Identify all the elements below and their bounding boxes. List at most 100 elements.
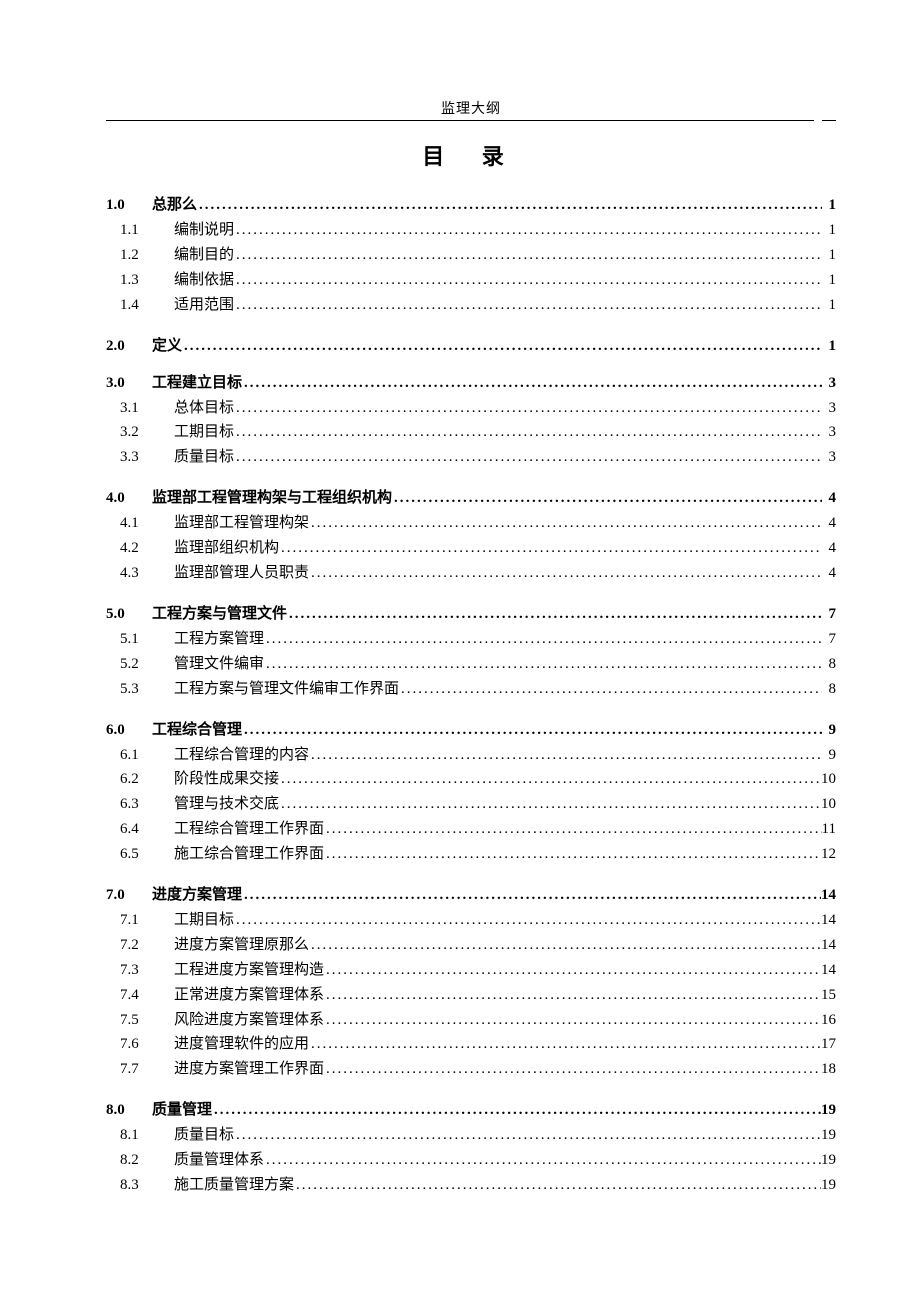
toc-sub-label: 进度方案管理原那么 xyxy=(174,933,309,958)
toc-section-label: 工程建立目标 xyxy=(152,371,242,392)
toc-sub-row: 1.4适用范围.................................… xyxy=(120,293,836,318)
toc-section-label: 监理部工程管理构架与工程组织机构 xyxy=(152,486,392,507)
toc-sub-page: 1 xyxy=(822,268,836,293)
toc-sub-page: 12 xyxy=(821,842,836,867)
toc-sub-number: 7.6 xyxy=(120,1032,174,1057)
toc-leader: ........................................… xyxy=(234,908,821,933)
toc-sub-page: 11 xyxy=(822,817,836,842)
toc-leader: ........................................… xyxy=(234,420,822,445)
toc-sub-row: 8.1质量目标.................................… xyxy=(120,1123,836,1148)
toc-sub-label: 质量管理体系 xyxy=(174,1148,264,1173)
toc-section-number: 4.0 xyxy=(106,490,152,507)
toc-sub-page: 14 xyxy=(821,958,836,983)
toc-section-row: 6.0工程综合管理...............................… xyxy=(106,718,836,739)
toc-leader: ........................................… xyxy=(279,792,821,817)
toc-leader: ........................................… xyxy=(264,652,822,677)
toc-leader: ........................................… xyxy=(287,606,822,623)
toc-sub-row: 7.6进度管理软件的应用............................… xyxy=(120,1032,836,1057)
toc-section-row: 2.0定义...................................… xyxy=(106,334,836,355)
toc-section-page: 4 xyxy=(822,490,836,507)
toc-leader: ........................................… xyxy=(309,511,822,536)
toc-sub-row: 7.4正常进度方案管理体系...........................… xyxy=(120,983,836,1008)
toc-section-row: 4.0监理部工程管理构架与工程组织机构.....................… xyxy=(106,486,836,507)
toc-sub-label: 监理部管理人员职责 xyxy=(174,561,309,586)
toc-sub-page: 1 xyxy=(822,293,836,318)
toc-sub-number: 4.3 xyxy=(120,561,174,586)
toc-sub-number: 6.4 xyxy=(120,817,174,842)
toc-sub-row: 1.2编制目的.................................… xyxy=(120,243,836,268)
toc-leader: ........................................… xyxy=(242,722,822,739)
toc-sub-row: 8.2质量管理体系...............................… xyxy=(120,1148,836,1173)
toc-sub-row: 6.5施工综合管理工作界面...........................… xyxy=(120,842,836,867)
toc-sub-page: 19 xyxy=(821,1148,836,1173)
toc-leader: ........................................… xyxy=(399,677,822,702)
toc-sub-page: 10 xyxy=(821,767,836,792)
toc-section-row: 7.0进度方案管理...............................… xyxy=(106,883,836,904)
toc-sub-label: 总体目标 xyxy=(174,396,234,421)
toc-sub-label: 工程方案与管理文件编审工作界面 xyxy=(174,677,399,702)
toc-leader: ........................................… xyxy=(234,293,822,318)
toc-sub-number: 7.1 xyxy=(120,908,174,933)
toc-leader: ........................................… xyxy=(324,1008,821,1033)
toc-section-number: 5.0 xyxy=(106,606,152,623)
toc-sub-number: 5.1 xyxy=(120,627,174,652)
toc-section-page: 1 xyxy=(822,338,836,355)
toc-sub-page: 10 xyxy=(821,792,836,817)
toc-sub-label: 工程综合管理工作界面 xyxy=(174,817,324,842)
toc-leader: ........................................… xyxy=(324,817,822,842)
toc-sub-page: 15 xyxy=(821,983,836,1008)
toc-sub-number: 8.1 xyxy=(120,1123,174,1148)
toc-sub-row: 6.1工程综合管理的内容............................… xyxy=(120,743,836,768)
toc-sub-label: 质量目标 xyxy=(174,1123,234,1148)
toc-leader: ........................................… xyxy=(264,627,822,652)
toc-sub-page: 1 xyxy=(822,243,836,268)
toc-sub-number: 7.7 xyxy=(120,1057,174,1082)
toc-sub-row: 1.3编制依据.................................… xyxy=(120,268,836,293)
toc-sub-page: 3 xyxy=(822,396,836,421)
toc-leader: ........................................… xyxy=(324,1057,821,1082)
toc-sub-page: 3 xyxy=(822,420,836,445)
toc-sub-label: 施工综合管理工作界面 xyxy=(174,842,324,867)
header-title: 监理大纲 xyxy=(106,98,836,118)
toc-sub-number: 1.1 xyxy=(120,218,174,243)
toc-leader: ........................................… xyxy=(309,1032,821,1057)
toc-section-label: 工程方案与管理文件 xyxy=(152,602,287,623)
toc-sub-row: 4.1监理部工程管理构架............................… xyxy=(120,511,836,536)
toc-sub-row: 6.3管理与技术交底..............................… xyxy=(120,792,836,817)
toc-leader: ........................................… xyxy=(309,933,821,958)
toc-section-label: 进度方案管理 xyxy=(152,883,242,904)
toc-sub-label: 工期目标 xyxy=(174,908,234,933)
toc-sub-page: 1 xyxy=(822,218,836,243)
toc-sub-label: 质量目标 xyxy=(174,445,234,470)
toc-sub-number: 4.1 xyxy=(120,511,174,536)
toc-sub-row: 7.2进度方案管理原那么............................… xyxy=(120,933,836,958)
toc-sub-number: 3.2 xyxy=(120,420,174,445)
toc-sub-number: 1.3 xyxy=(120,268,174,293)
toc-sub-row: 3.2工期目标.................................… xyxy=(120,420,836,445)
toc-sub-label: 施工质量管理方案 xyxy=(174,1173,294,1198)
toc-sub-number: 3.3 xyxy=(120,445,174,470)
toc-sub-label: 管理文件编审 xyxy=(174,652,264,677)
toc-sub-label: 适用范围 xyxy=(174,293,234,318)
toc-sub-page: 7 xyxy=(822,627,836,652)
toc-sub-page: 19 xyxy=(821,1173,836,1198)
toc-sub-number: 7.4 xyxy=(120,983,174,1008)
toc-sub-number: 4.2 xyxy=(120,536,174,561)
toc-sub-label: 工期目标 xyxy=(174,420,234,445)
toc-sub-number: 7.2 xyxy=(120,933,174,958)
toc-sub-row: 5.3工程方案与管理文件编审工作界面......................… xyxy=(120,677,836,702)
document-page: 监理大纲 目 录 1.0总那么.........................… xyxy=(0,0,920,1302)
toc-sub-row: 3.3质量目标.................................… xyxy=(120,445,836,470)
toc-section-page: 19 xyxy=(821,1102,836,1119)
toc-sub-label: 编制目的 xyxy=(174,243,234,268)
toc-sub-row: 7.7进度方案管理工作界面...........................… xyxy=(120,1057,836,1082)
toc-section-label: 质量管理 xyxy=(152,1098,212,1119)
toc-section-row: 3.0工程建立目标...............................… xyxy=(106,371,836,392)
toc-section-label: 总那么 xyxy=(152,193,197,214)
toc-leader: ........................................… xyxy=(234,1123,821,1148)
toc-section-label: 工程综合管理 xyxy=(152,718,242,739)
toc-sub-page: 9 xyxy=(822,743,836,768)
toc-sub-row: 6.4工程综合管理工作界面...........................… xyxy=(120,817,836,842)
toc-leader: ........................................… xyxy=(234,243,822,268)
toc-leader: ........................................… xyxy=(279,536,822,561)
